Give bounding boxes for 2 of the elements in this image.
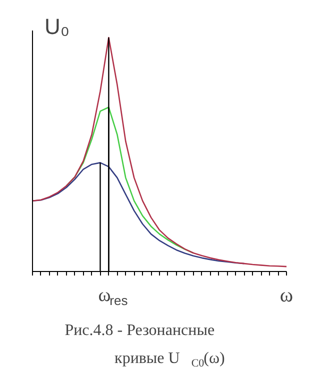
- x-axis-title: ω: [280, 284, 294, 306]
- y-axis-title: U₀: [44, 14, 70, 39]
